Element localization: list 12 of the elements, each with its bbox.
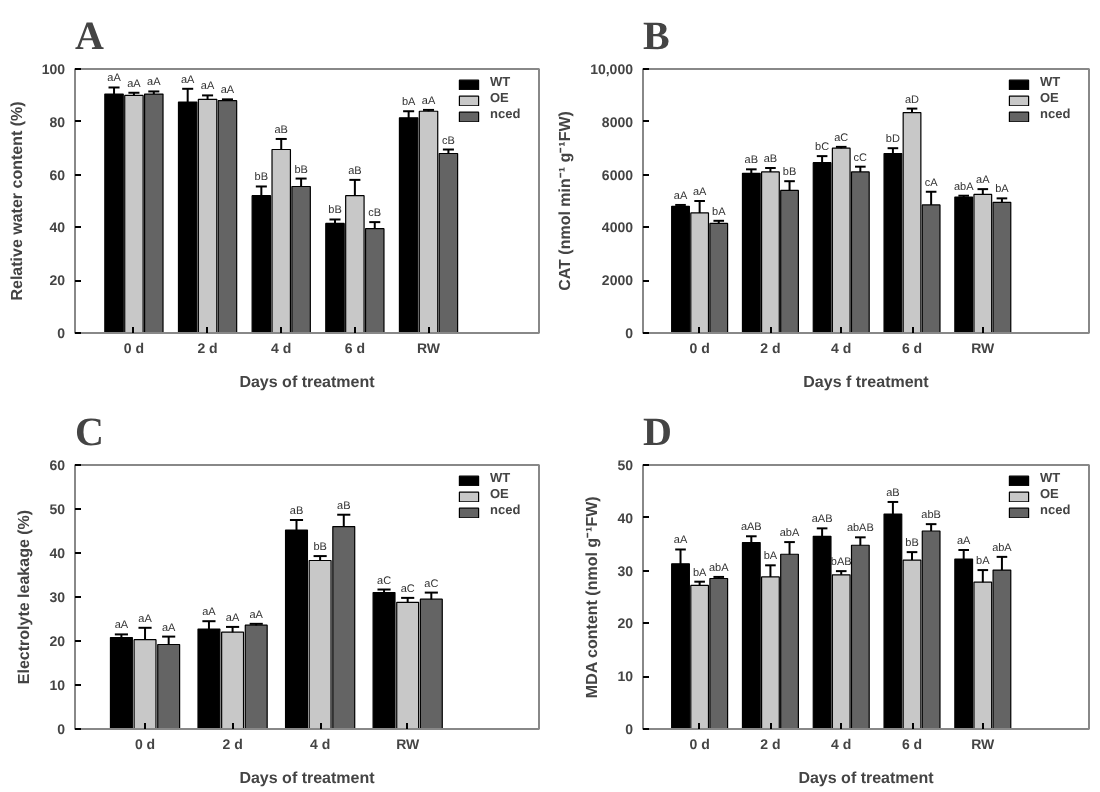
x-axis-title: Days of treatment <box>239 373 376 391</box>
x-axis-title: Days f treatment <box>803 373 930 391</box>
x-axis-title: Days of treatment <box>239 769 376 787</box>
x-axis-title: Days of treatment <box>798 769 935 787</box>
chart-title: B <box>643 15 670 59</box>
y-axis-title: Electrolyte leakage (%) <box>15 509 34 685</box>
chart-title: A <box>75 15 105 59</box>
chart-title: C <box>75 411 104 455</box>
y-axis-title: MDA content (nmol g⁻¹FW) <box>583 495 602 699</box>
chart-title: D <box>643 411 672 455</box>
y-axis-title: CAT (nmol min⁻¹ g⁻¹FW) <box>556 110 575 291</box>
y-axis-title: Relative water content (%) <box>7 100 26 301</box>
